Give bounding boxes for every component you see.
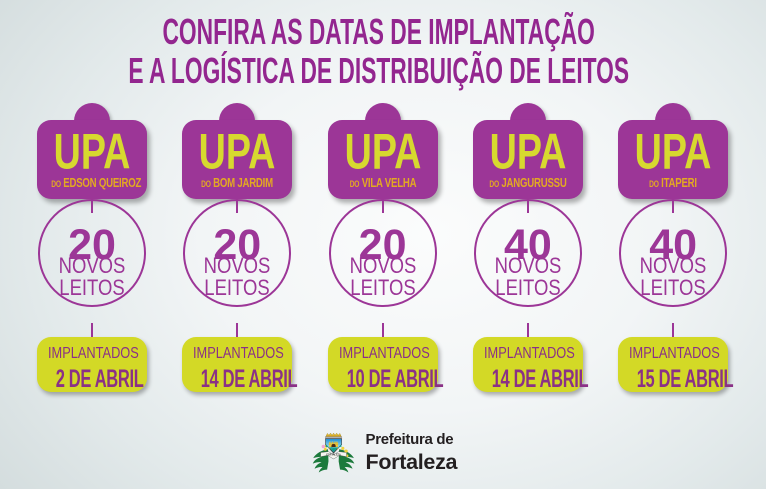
svg-text:FORTALEZA: FORTALEZA [326, 453, 341, 456]
